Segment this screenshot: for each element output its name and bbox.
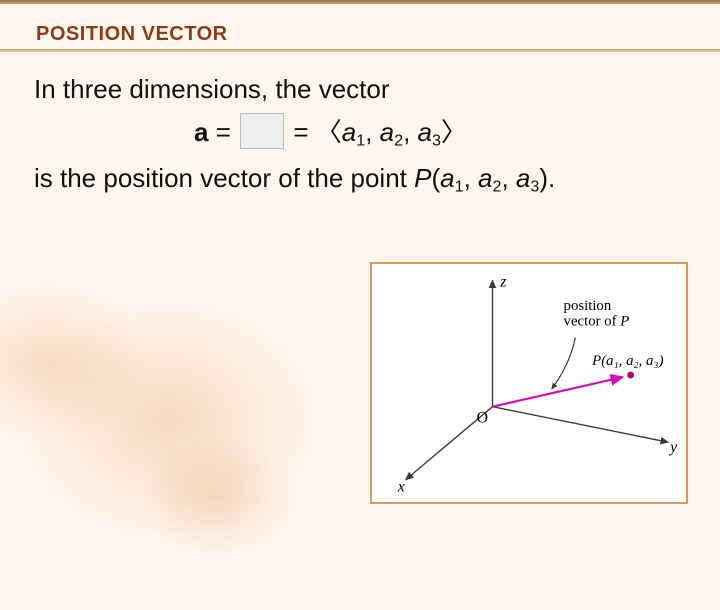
eq-sub1: 1: [356, 132, 365, 150]
l3-a3: a: [516, 163, 530, 193]
slide-title: POSITION VECTOR: [36, 23, 228, 46]
slide-header: POSITION VECTOR: [0, 0, 720, 52]
eq-sub3: 3: [432, 132, 441, 150]
eq-rangle: 〉: [441, 118, 467, 147]
l3-c2: ,: [501, 163, 515, 193]
label-z: z: [499, 273, 506, 290]
position-vector: [492, 377, 622, 407]
l3-open: (: [431, 163, 440, 193]
header-rule-top: [0, 0, 720, 4]
equation-line: a = = 〈a1, a2, a3〉: [34, 113, 686, 153]
eq-sub2: 2: [394, 132, 403, 150]
label-O: O: [477, 409, 488, 426]
annotation-arrow: [552, 338, 576, 389]
eq-eq1: =: [208, 117, 238, 147]
l3-s1: 1: [455, 177, 464, 195]
body-line-3: is the position vector of the point P(a1…: [34, 159, 686, 199]
missing-image-icon: [240, 113, 284, 149]
l3-a2: a: [478, 163, 492, 193]
label-P: P(a₁, a₂, a₃): [591, 353, 663, 369]
axis-y: [492, 407, 668, 443]
l3-pre: is the position vector of the point: [34, 163, 414, 193]
l3-close: ).: [539, 163, 555, 193]
eq-a: a: [194, 117, 208, 147]
eq-eq2: =: [286, 117, 316, 147]
annotation-line1: position: [564, 298, 612, 314]
l3-P: P: [414, 163, 431, 193]
eq-a2: a: [380, 117, 394, 147]
point-P: [627, 372, 634, 379]
eq-langle: 〈: [316, 118, 342, 147]
label-y: y: [668, 439, 678, 456]
eq-c2: ,: [403, 117, 417, 147]
eq-a3: a: [418, 117, 432, 147]
diagram-frame: z y x O P(a₁, a₂, a₃) position vector of…: [370, 262, 688, 504]
slide-body: In three dimensions, the vector a = = 〈a…: [0, 52, 720, 198]
eq-c1: ,: [365, 117, 379, 147]
diagram-svg: z y x O P(a₁, a₂, a₃) position vector of…: [376, 268, 682, 498]
l3-s3: 3: [530, 177, 539, 195]
l3-a1: a: [440, 163, 454, 193]
label-x: x: [397, 479, 405, 496]
l3-c1: ,: [464, 163, 478, 193]
body-line-1: In three dimensions, the vector: [34, 70, 686, 109]
annotation-line2: vector of P: [564, 314, 630, 330]
eq-a1: a: [342, 117, 356, 147]
background-swirl: [0, 230, 360, 610]
